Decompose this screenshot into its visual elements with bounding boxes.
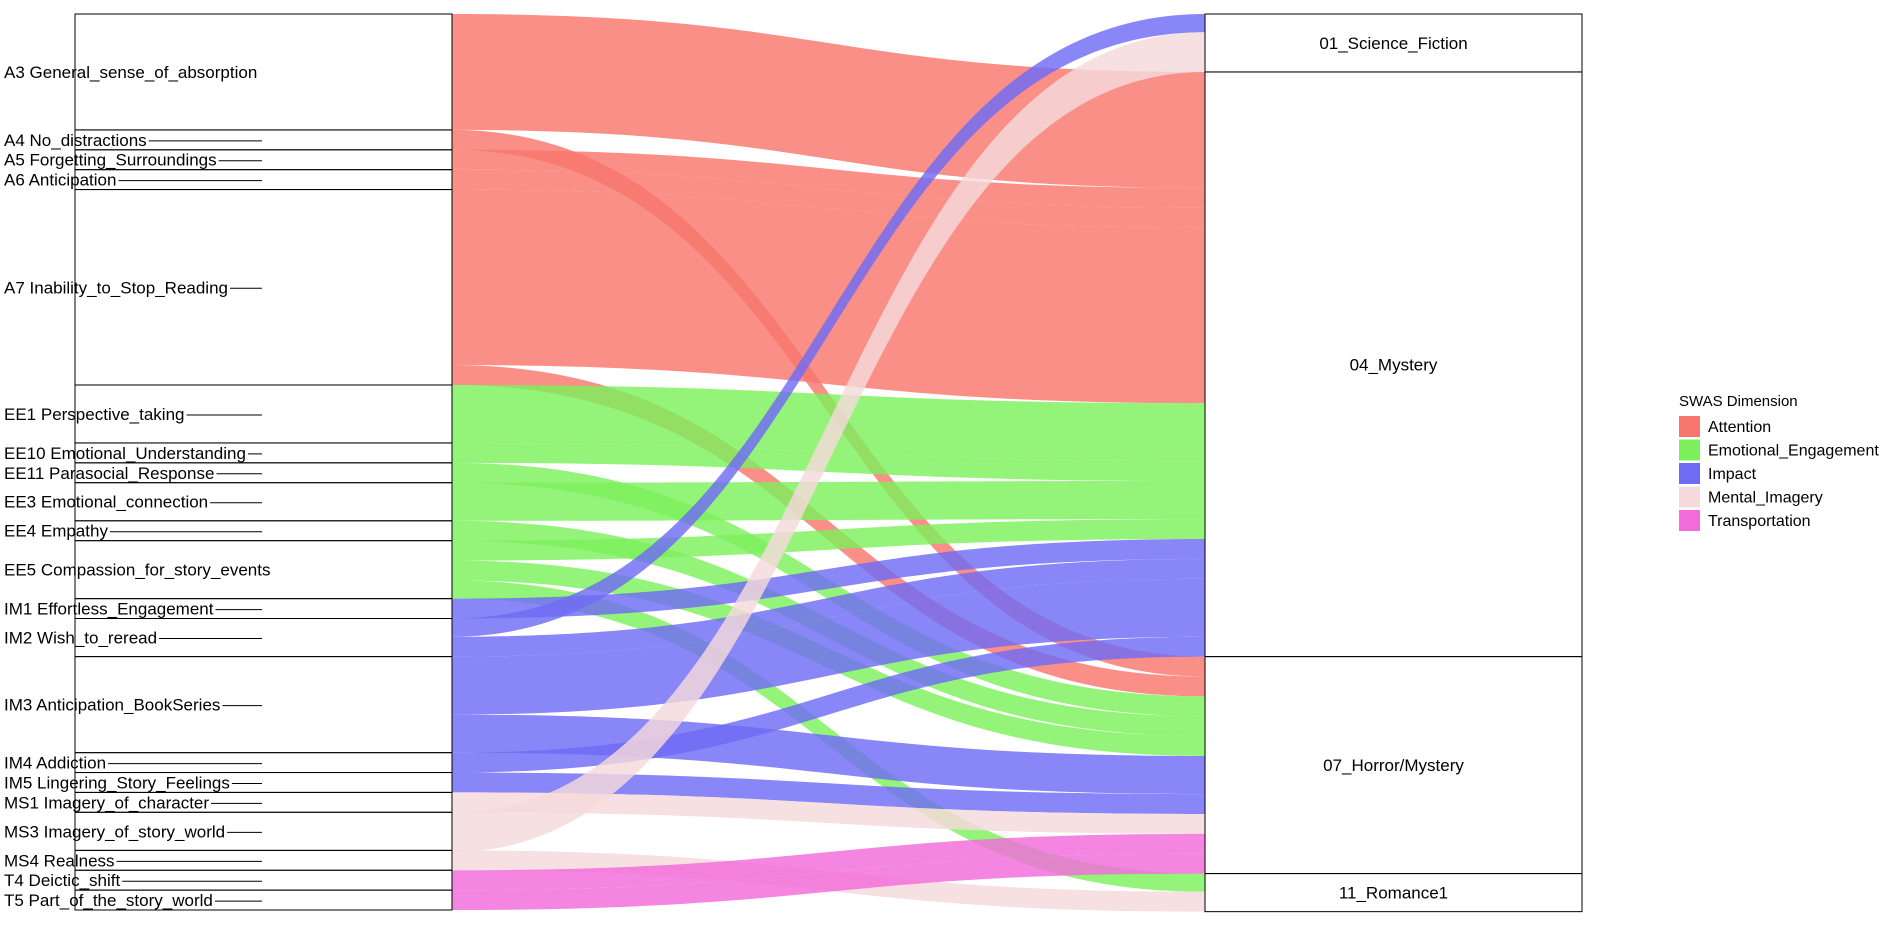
- flow-band: [452, 169, 1205, 228]
- item-label: EE5 Compassion_for_story_events: [4, 561, 270, 580]
- flow-band: [452, 636, 1205, 773]
- item-label: EE1 Perspective_taking: [4, 405, 185, 424]
- legend: SWAS Dimension Attention Emotional_Engage…: [1679, 393, 1879, 531]
- flow-band: [452, 578, 1205, 715]
- flow-band: [452, 792, 1205, 834]
- legend-label: Attention: [1708, 419, 1771, 436]
- flow-band: [452, 833, 1205, 891]
- flow-band: [452, 149, 1205, 208]
- item-label: EE3 Emotional_connection: [4, 493, 208, 512]
- flow-band: [452, 462, 1205, 717]
- legend-label: Emotional_Engagement: [1708, 443, 1879, 460]
- item-axis: [74, 13, 453, 911]
- flow-band: [452, 539, 1205, 619]
- flow-band: [452, 519, 1205, 561]
- item-label: EE10 Emotional_Understanding: [4, 444, 246, 463]
- flow-band: [452, 481, 1205, 521]
- genre-label: 07_Horror/Mystery: [1323, 756, 1464, 775]
- item-stratum: [74, 752, 453, 774]
- legend-label: Transportation: [1708, 513, 1811, 530]
- flow-band: [452, 772, 1205, 814]
- flow-band: [452, 558, 1205, 657]
- flow-band: [452, 14, 1205, 637]
- item-label: IM5 Lingering_Story_Feelings: [4, 773, 230, 792]
- item-stratum: [74, 849, 453, 871]
- item-label: A5 Forgetting_Surroundings: [4, 151, 217, 170]
- legend-swatch: [1679, 416, 1700, 437]
- item-labels: A3 General_sense_of_absorption A4 No_dist…: [4, 63, 270, 910]
- legend-title: SWAS Dimension: [1679, 393, 1798, 410]
- flow-band: [452, 189, 1205, 404]
- item-label: T4 Deictic_shift: [4, 871, 120, 890]
- item-stratum: [74, 169, 453, 191]
- item-label: EE4 Empathy: [4, 522, 108, 541]
- flow-layer: [452, 14, 1205, 912]
- item-stratum: [74, 889, 453, 911]
- item-label: A7 Inability_to_Stop_Reading: [4, 278, 228, 297]
- legend-swatch: [1679, 510, 1700, 531]
- legend-label: Mental_Imagery: [1708, 490, 1823, 507]
- item-label: A4 No_distractions: [4, 131, 147, 150]
- genre-axis: 01_Science_Fiction 04_Mystery 07_Horror/My…: [1204, 13, 1583, 913]
- item-label: A3 General_sense_of_absorption: [4, 63, 257, 82]
- genre-label: 11_Romance1: [1339, 884, 1448, 903]
- genre-stratum: [1204, 873, 1583, 913]
- item-label: A6 Anticipation: [4, 171, 116, 190]
- legend-swatch: [1679, 486, 1700, 508]
- legend-swatch: [1679, 463, 1700, 484]
- legend-swatch: [1679, 439, 1700, 461]
- legend-label: Impact: [1708, 466, 1757, 483]
- item-label: IM3 Anticipation_BookSeries: [4, 696, 220, 715]
- item-stratum: [74, 869, 453, 891]
- item-label: IM1 Effortless_Engagement: [4, 600, 214, 619]
- item-label: MS4 Realness: [4, 851, 115, 870]
- item-label: T5 Part_of_the_story_world: [4, 891, 213, 910]
- genre-label: 01_Science_Fiction: [1319, 34, 1467, 53]
- item-label: IM2 Wish_to_reread: [4, 629, 157, 648]
- item-stratum: [74, 520, 453, 542]
- item-label: EE11 Parasocial_Response: [4, 464, 214, 483]
- genre-label: 04_Mystery: [1350, 355, 1438, 374]
- flow-band: [452, 32, 1205, 853]
- item-label: MS1 Imagery_of_character: [4, 793, 209, 812]
- flow-band: [452, 853, 1205, 910]
- item-label: MS3 Imagery_of_story_world: [4, 822, 225, 841]
- item-label: IM4 Addiction: [4, 754, 106, 773]
